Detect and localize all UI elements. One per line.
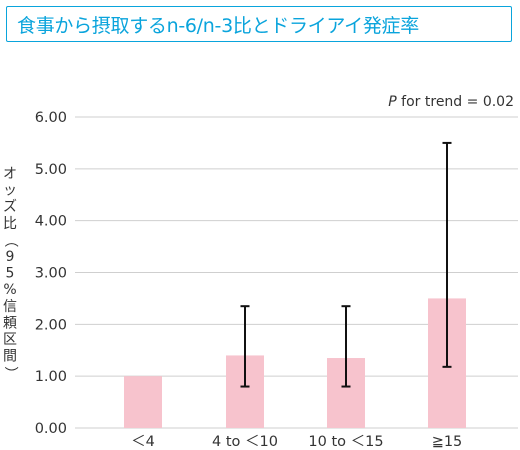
- error-bar: [442, 141, 452, 368]
- y-label-char: 5: [6, 266, 15, 282]
- x-category-label: 4 to ＜10: [212, 434, 278, 450]
- y-label-char: 区: [3, 332, 17, 348]
- y-tick-labels: 0.00 1.00 2.00 3.00 4.00 5.00 6.00: [35, 110, 67, 437]
- y-label-char: 比: [3, 216, 17, 232]
- y-label-char: （: [2, 233, 18, 247]
- annotation-p: P: [388, 94, 397, 110]
- y-tick-label: 3.00: [35, 266, 67, 282]
- error-bars: [240, 141, 452, 388]
- title-box: 食事から摂取するn-6/n-3比とドライアイ発症率: [6, 6, 512, 42]
- y-tick-label: 5.00: [35, 162, 67, 178]
- y-label-char: ）: [2, 366, 18, 380]
- x-category-labels: ＜4 4 to ＜10 10 to ＜15 ≧15: [131, 434, 462, 450]
- error-bar: [341, 305, 351, 388]
- y-tick-label: 4.00: [35, 214, 67, 230]
- y-label-char: 9: [6, 249, 15, 265]
- x-category-label: ＜4: [131, 434, 155, 450]
- y-tick-label: 0.00: [35, 421, 67, 437]
- y-label-char: 頼: [3, 315, 17, 331]
- y-label-char: ッ: [3, 183, 17, 199]
- y-tick-label: 2.00: [35, 317, 67, 333]
- trend-annotation: P for trend = 0.02: [388, 94, 514, 110]
- y-tick-label: 1.00: [35, 369, 67, 385]
- y-tick-label: 6.00: [35, 110, 67, 126]
- chart-title: 食事から摂取するn-6/n-3比とドライアイ発症率: [17, 14, 419, 37]
- x-category-label: ≧15: [432, 434, 463, 450]
- y-label-char: オ: [3, 166, 17, 182]
- y-label-char: %: [3, 282, 16, 298]
- error-bar: [240, 305, 250, 388]
- y-label-char: 間: [3, 349, 17, 365]
- y-label-char: 信: [3, 299, 17, 315]
- bar: [124, 376, 162, 428]
- y-label-char: ズ: [3, 199, 17, 215]
- x-category-label: 10 to ＜15: [308, 434, 383, 450]
- annotation-rest: for trend = 0.02: [397, 94, 514, 110]
- bars: [124, 298, 466, 428]
